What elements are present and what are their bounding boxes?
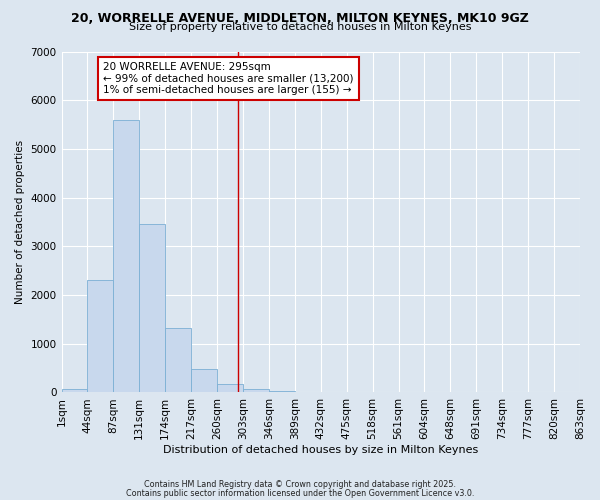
X-axis label: Distribution of detached houses by size in Milton Keynes: Distribution of detached houses by size … bbox=[163, 445, 478, 455]
Bar bbox=[139, 224, 165, 392]
Text: 20, WORRELLE AVENUE, MIDDLETON, MILTON KEYNES, MK10 9GZ: 20, WORRELLE AVENUE, MIDDLETON, MILTON K… bbox=[71, 12, 529, 26]
Bar bbox=[113, 120, 139, 392]
Text: Contains HM Land Registry data © Crown copyright and database right 2025.: Contains HM Land Registry data © Crown c… bbox=[144, 480, 456, 489]
Bar bbox=[62, 389, 88, 392]
Bar bbox=[165, 328, 191, 392]
Text: 20 WORRELLE AVENUE: 295sqm
← 99% of detached houses are smaller (13,200)
1% of s: 20 WORRELLE AVENUE: 295sqm ← 99% of deta… bbox=[103, 62, 353, 95]
Text: Size of property relative to detached houses in Milton Keynes: Size of property relative to detached ho… bbox=[129, 22, 471, 32]
Text: Contains public sector information licensed under the Open Government Licence v3: Contains public sector information licen… bbox=[126, 488, 474, 498]
Bar bbox=[269, 391, 295, 392]
Bar bbox=[217, 384, 243, 392]
Y-axis label: Number of detached properties: Number of detached properties bbox=[15, 140, 25, 304]
Bar bbox=[88, 280, 113, 392]
Bar bbox=[191, 369, 217, 392]
Bar bbox=[243, 389, 269, 392]
